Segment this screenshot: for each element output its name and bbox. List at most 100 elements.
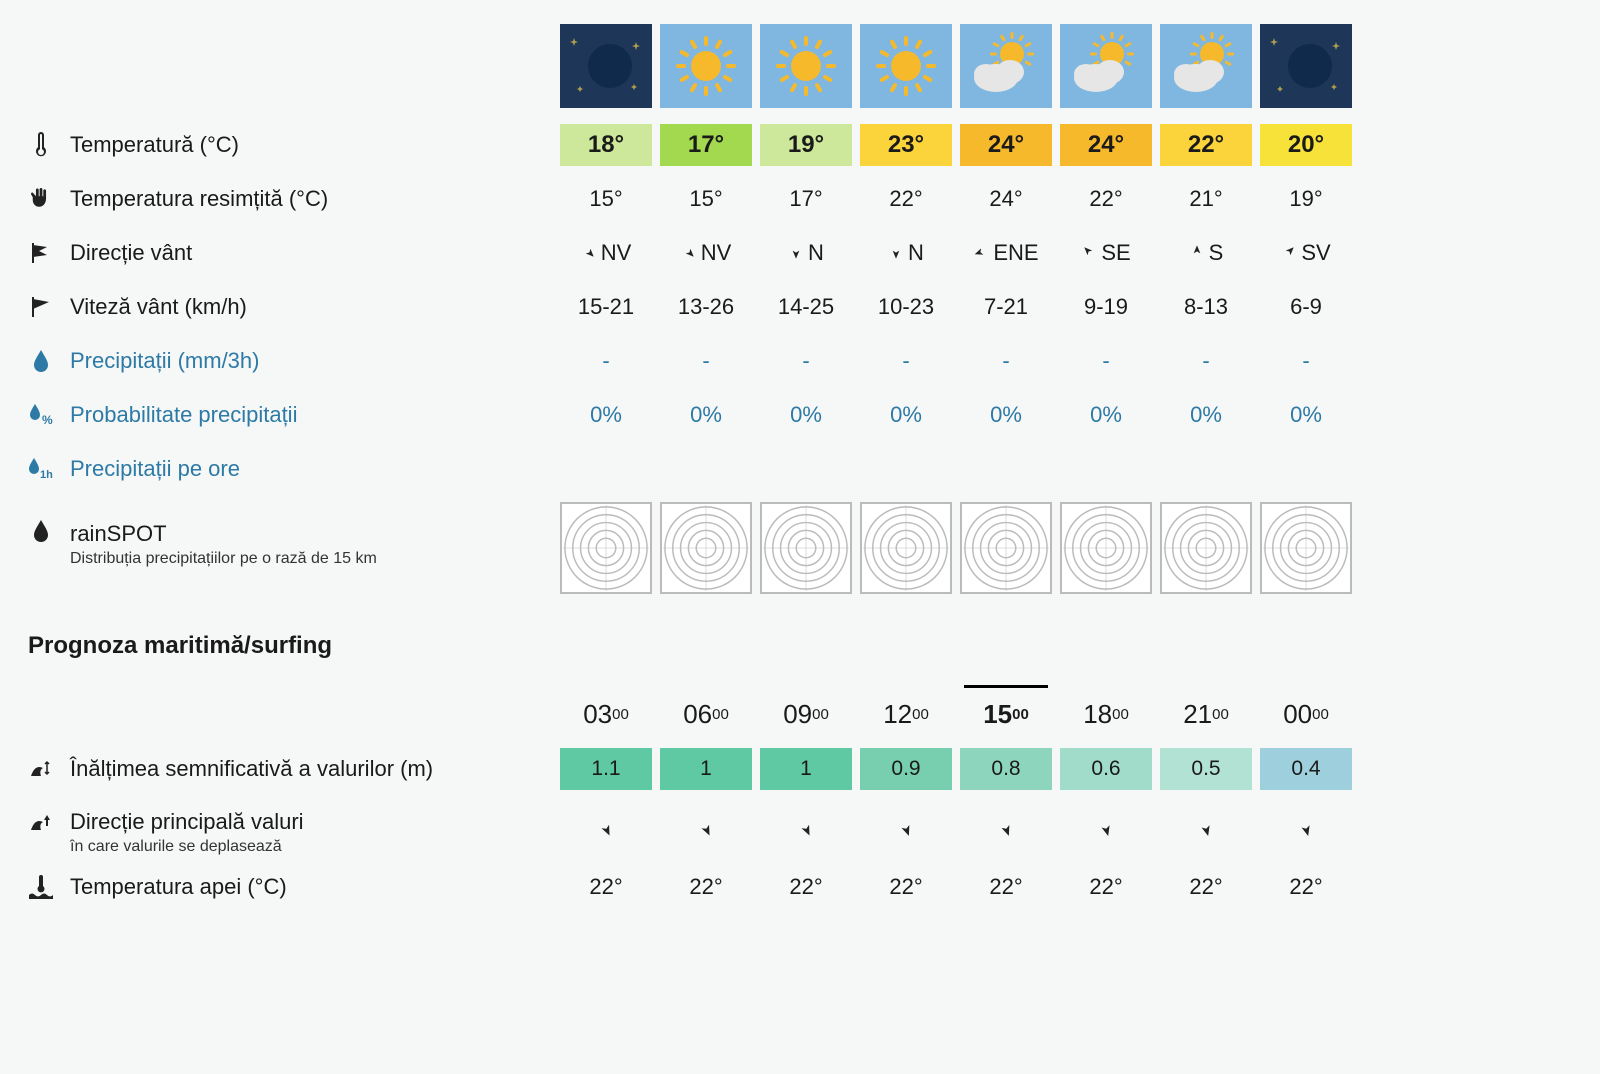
water-temp-cell: 22° [660,863,752,911]
wind-direction-icon [28,241,54,265]
wave-direction-cell [760,804,852,852]
wave-direction-icon [28,808,54,834]
rainspot-sublabel: Distribuția precipitațiilor pe o rază de… [70,550,377,568]
temperature-cell: 17° [660,124,752,166]
wave-height-cell: 0.5 [1160,748,1252,790]
row-feels-like: Temperatura resimțită (°C) 15°15°17°22°2… [20,172,1580,226]
precipitation-cell: - [1060,337,1152,385]
rainspot-label: rainSPOT [70,520,377,548]
row-precip-probability[interactable]: % Probabilitate precipitații 0%0%0%0%0%0… [20,388,1580,442]
wave-height-cell: 0.4 [1260,748,1352,790]
rainspot-cell[interactable] [960,502,1052,594]
wave-height-icon [28,758,54,780]
row-wave-direction: Direcție principală valuri în care valur… [20,796,1580,860]
wind-direction-cell: SV [1260,229,1352,277]
wave-direction-sublabel: în care valurile se deplasează [70,838,304,856]
temperature-cell: 24° [1060,124,1152,166]
wave-height-cell: 1 [660,748,752,790]
feels-like-cell: 15° [560,175,652,223]
feels-like-label: Temperatura resimțită (°C) [70,185,328,213]
rainspot-cell[interactable] [1160,502,1252,594]
marine-section-header: Prognoza maritimă/surfing [28,632,1580,660]
rainspot-cell[interactable] [860,502,952,594]
time-cell: 2100 [1160,689,1252,730]
feels-like-cell: 22° [1060,175,1152,223]
wave-height-cell: 0.8 [960,748,1052,790]
rainspot-cell[interactable] [560,502,652,594]
raindrop-solid-icon [28,520,54,542]
precipitation-label: Precipitații (mm/3h) [70,347,259,375]
precipitation-cell: - [860,337,952,385]
raindrop-percent-icon: % [28,404,54,426]
weather-icon-cell [1160,24,1252,108]
water-temp-icon [28,875,54,899]
time-cell: 0000 [1260,689,1352,730]
raindrop-hour-icon: 1h [28,458,54,480]
precipitation-cell: - [1160,337,1252,385]
precipitation-cell: - [660,337,752,385]
wind-speed-cell: 6-9 [1260,283,1352,331]
wave-direction-cell [1060,804,1152,852]
wind-direction-cell: N [760,229,852,277]
rainspot-cell[interactable] [1260,502,1352,594]
wind-speed-cell: 14-25 [760,283,852,331]
wind-speed-cell: 7-21 [960,283,1052,331]
wind-direction-cell: SE [1060,229,1152,277]
row-times: 03000600090012001500180021000000 [20,684,1580,734]
water-temp-cell: 22° [1060,863,1152,911]
wind-speed-icon [28,295,54,319]
water-temp-label: Temperatura apei (°C) [70,873,287,901]
precip-hourly-label: Precipitații pe ore [70,455,240,483]
temperature-cell: 23° [860,124,952,166]
svg-text:%: % [42,413,53,426]
row-weather-icons [20,20,1580,112]
weather-icon-cell [1060,24,1152,108]
wind-direction-cell: NV [660,229,752,277]
feels-like-cell: 21° [1160,175,1252,223]
precip-probability-cell: 0% [660,391,752,439]
wind-speed-cell: 10-23 [860,283,952,331]
weather-icon-cell [1260,24,1352,108]
row-wind-direction: Direcție vânt NV NV N N ENE SE S SV [20,226,1580,280]
wind-direction-cell: NV [560,229,652,277]
water-temp-cell: 22° [1160,863,1252,911]
feels-like-cell: 17° [760,175,852,223]
wind-speed-cell: 9-19 [1060,283,1152,331]
wind-direction-cell: N [860,229,952,277]
wind-direction-label: Direcție vânt [70,239,192,267]
weather-icon-cell [860,24,952,108]
rainspot-cell[interactable] [760,502,852,594]
precip-probability-cell: 0% [860,391,952,439]
wave-direction-cell [860,804,952,852]
svg-text:1h: 1h [40,469,53,480]
wave-height-cell: 0.9 [860,748,952,790]
row-precip-hourly[interactable]: 1h Precipitații pe ore [20,442,1580,496]
feels-like-cell: 15° [660,175,752,223]
temperature-cell: 22° [1160,124,1252,166]
wave-height-label: Înălțimea semnificativă a valurilor (m) [70,755,433,783]
precip-probability-cell: 0% [1060,391,1152,439]
wind-speed-cell: 13-26 [660,283,752,331]
temperature-label: Temperatură (°C) [70,131,239,159]
precip-probability-cell: 0% [1160,391,1252,439]
precip-probability-cell: 0% [960,391,1052,439]
wind-speed-cell: 15-21 [560,283,652,331]
rainspot-cell[interactable] [1060,502,1152,594]
row-precipitation[interactable]: Precipitații (mm/3h) -------- [20,334,1580,388]
row-wave-height: Înălțimea semnificativă a valurilor (m) … [20,742,1580,796]
wave-height-cell: 1.1 [560,748,652,790]
temperature-cell: 24° [960,124,1052,166]
wave-height-cell: 0.6 [1060,748,1152,790]
wind-speed-cell: 8-13 [1160,283,1252,331]
wave-direction-cell [660,804,752,852]
precipitation-cell: - [960,337,1052,385]
weather-icon-cell [660,24,752,108]
precipitation-cell: - [560,337,652,385]
precip-probability-cell: 0% [1260,391,1352,439]
rainspot-cell[interactable] [660,502,752,594]
wave-direction-cell [960,804,1052,852]
wind-direction-cell: S [1160,229,1252,277]
weather-table: Temperatură (°C) 18°17°19°23°24°24°22°20… [20,20,1580,914]
water-temp-cell: 22° [960,863,1052,911]
thermometer-icon [28,132,54,158]
